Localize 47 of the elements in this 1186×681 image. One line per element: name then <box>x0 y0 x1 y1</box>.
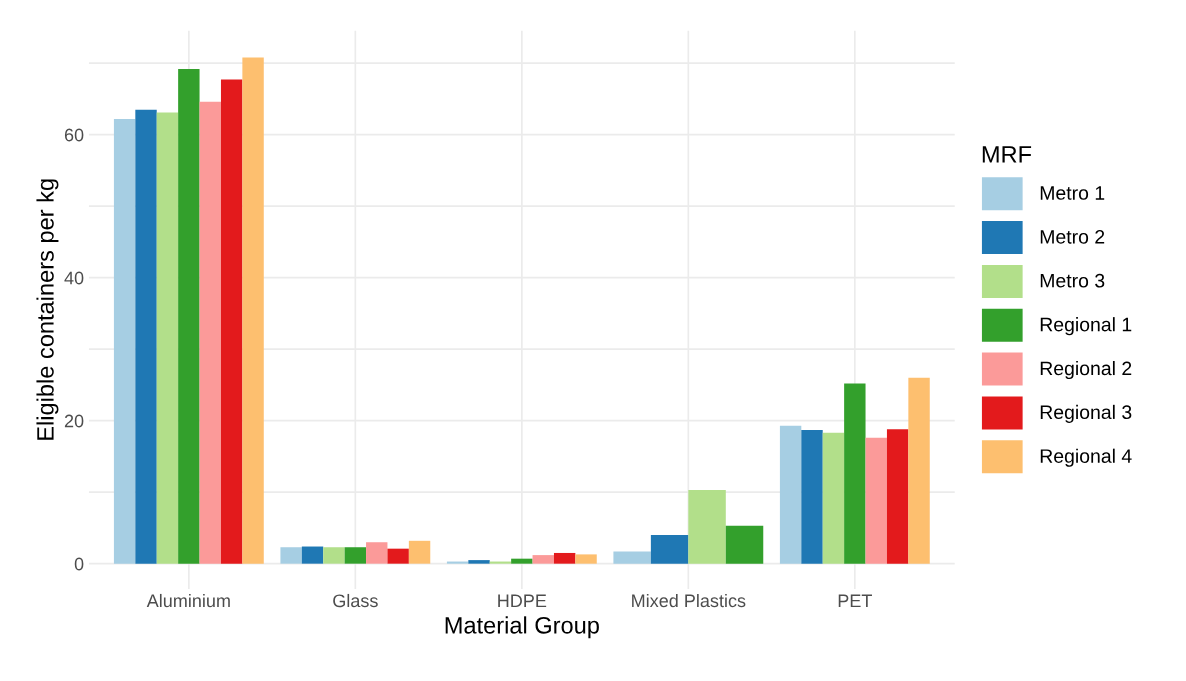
bar <box>178 68 200 564</box>
x-axis-title: Material Group <box>445 616 599 639</box>
bar <box>865 437 887 564</box>
bar <box>387 548 409 564</box>
bar <box>135 109 157 564</box>
legend-label: Regional 1 <box>1040 317 1132 336</box>
y-axis-title: Eligible containers per kg <box>36 179 59 440</box>
bar <box>908 377 930 564</box>
y-tick-label: 20 <box>64 414 84 428</box>
y-tick-label: 40 <box>64 271 84 285</box>
bar <box>532 555 554 564</box>
legend-title: MRF <box>982 146 1032 163</box>
bar <box>489 561 512 564</box>
bar <box>553 552 576 564</box>
legend-label: Metro 2 <box>1040 229 1105 244</box>
bar <box>220 79 243 564</box>
bar <box>822 432 845 564</box>
bar <box>844 383 866 564</box>
x-tick-label: HDPE <box>498 594 547 608</box>
bar <box>801 429 823 564</box>
bar <box>242 57 264 564</box>
legend-label: Metro 3 <box>1040 273 1105 288</box>
bar <box>779 425 802 564</box>
y-tick-label: 0 <box>74 557 84 571</box>
bar <box>366 542 388 564</box>
x-tick-label: Aluminium <box>146 593 230 608</box>
legend-label: Regional 2 <box>1040 360 1132 380</box>
bar <box>344 547 367 564</box>
y-tick-label: 60 <box>64 128 84 142</box>
legend-label: Metro 1 <box>1040 186 1105 200</box>
bar <box>156 112 179 564</box>
bar <box>446 561 469 564</box>
bar <box>113 118 136 564</box>
legend-label: Regional 3 <box>1040 404 1132 423</box>
bar <box>301 546 324 564</box>
bar <box>575 554 597 564</box>
x-tick-label: PET <box>838 594 872 608</box>
bar <box>886 429 909 564</box>
legend-label: Regional 4 <box>1040 448 1132 467</box>
x-tick-label: Mixed Plastics <box>632 593 746 608</box>
bar <box>408 540 431 564</box>
bar <box>199 101 221 564</box>
bar <box>323 547 345 564</box>
x-tick-label: Glass <box>333 593 378 608</box>
bar <box>468 560 490 564</box>
bar <box>511 558 533 564</box>
bar <box>280 547 302 564</box>
